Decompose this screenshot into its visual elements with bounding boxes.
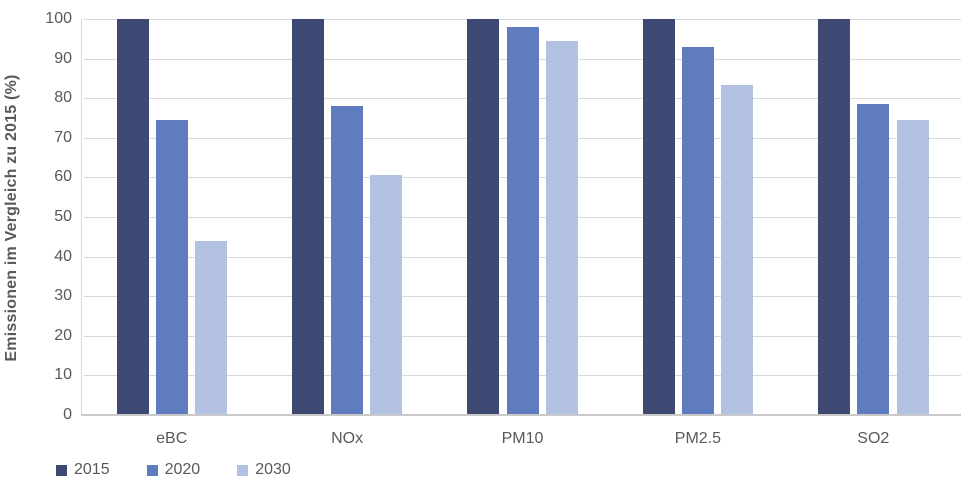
bar-2030-NOx [370, 175, 403, 415]
legend-label-2030: 2030 [255, 461, 291, 478]
y-tick-label-80: 80 [54, 89, 72, 107]
plot-area [81, 19, 961, 416]
x-axis-line [81, 414, 961, 416]
legend: 2015 2020 2030 [56, 461, 291, 479]
y-tick-label-90: 90 [54, 49, 72, 67]
bar-2015-eBC [116, 19, 149, 415]
y-tick-label-50: 50 [54, 208, 72, 225]
gridline-100 [84, 19, 961, 20]
legend-label-2020: 2020 [164, 461, 201, 478]
y-axis-line [81, 19, 82, 415]
bar-2030-PM2.5 [721, 85, 754, 415]
legend-swatch-2020 [146, 464, 158, 476]
bar-2020-SO2 [857, 104, 890, 415]
bar-2020-NOx [331, 106, 364, 415]
bar-2015-PM10 [467, 19, 500, 415]
legend-item-2015: 2015 [56, 461, 110, 479]
x-category-label-SO2: SO2 [857, 430, 890, 447]
bar-2015-PM2.5 [642, 19, 675, 415]
x-category-label-PM2.5: PM2.5 [674, 430, 722, 447]
bar-2020-eBC [155, 119, 188, 415]
legend-item-2030: 2030 [237, 461, 291, 479]
y-tick-label-100: 100 [45, 10, 72, 27]
y-tick-label-10: 10 [54, 366, 72, 384]
bar-2030-PM10 [545, 40, 578, 415]
bar-2015-SO2 [818, 19, 851, 415]
bar-2015-NOx [291, 19, 324, 415]
y-tick-label-20: 20 [54, 326, 72, 344]
y-tick-label-0: 0 [63, 406, 72, 423]
bar-2020-PM2.5 [681, 46, 714, 415]
legend-swatch-2015 [56, 464, 67, 476]
x-category-label-NOx: NOx [331, 430, 364, 447]
legend-label-2015: 2015 [74, 461, 110, 478]
legend-item-2020: 2020 [146, 461, 201, 479]
y-tick-label-70: 70 [54, 128, 72, 146]
x-category-label-PM10: PM10 [501, 430, 544, 447]
y-tick-label-40: 40 [54, 247, 72, 265]
legend-swatch-2030 [237, 464, 249, 476]
y-axis-title: Emissionen im Vergleich zu 2015 (%) [3, 74, 20, 362]
y-tick-label-30: 30 [54, 287, 72, 305]
bar-2030-SO2 [896, 119, 929, 415]
x-category-label-eBC: eBC [156, 430, 188, 447]
bar-2030-eBC [194, 240, 227, 415]
y-tick-label-60: 60 [54, 168, 72, 186]
bar-2020-PM10 [506, 26, 539, 415]
